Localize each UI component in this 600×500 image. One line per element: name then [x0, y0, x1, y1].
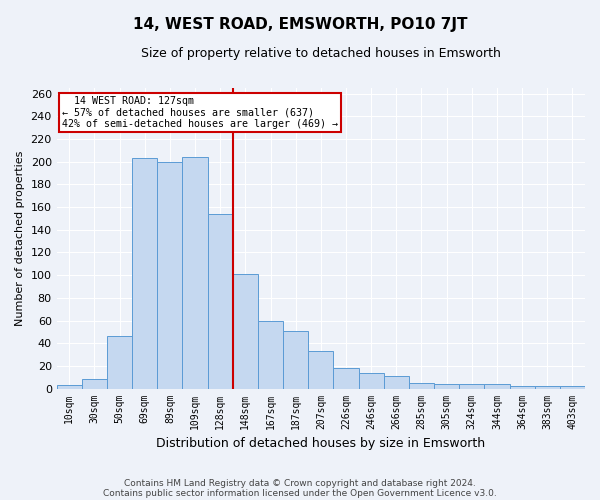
Bar	[107, 336, 132, 388]
Bar	[535, 386, 560, 388]
X-axis label: Distribution of detached houses by size in Emsworth: Distribution of detached houses by size …	[156, 437, 485, 450]
Text: Contains HM Land Registry data © Crown copyright and database right 2024.: Contains HM Land Registry data © Crown c…	[124, 478, 476, 488]
Bar	[308, 351, 334, 389]
Bar	[334, 368, 359, 388]
Bar	[233, 274, 258, 388]
Bar	[208, 214, 233, 388]
Bar	[384, 376, 409, 388]
Bar	[82, 380, 107, 388]
Bar	[258, 320, 283, 388]
Y-axis label: Number of detached properties: Number of detached properties	[15, 150, 25, 326]
Bar	[484, 384, 509, 388]
Bar	[359, 372, 384, 388]
Bar	[157, 162, 182, 388]
Bar	[409, 383, 434, 388]
Bar	[182, 157, 208, 388]
Title: Size of property relative to detached houses in Emsworth: Size of property relative to detached ho…	[141, 48, 501, 60]
Bar	[459, 384, 484, 388]
Bar	[509, 386, 535, 388]
Bar	[132, 158, 157, 388]
Bar	[560, 386, 585, 388]
Text: 14, WEST ROAD, EMSWORTH, PO10 7JT: 14, WEST ROAD, EMSWORTH, PO10 7JT	[133, 18, 467, 32]
Text: 14 WEST ROAD: 127sqm  
← 57% of detached houses are smaller (637)
42% of semi-de: 14 WEST ROAD: 127sqm ← 57% of detached h…	[62, 96, 338, 129]
Text: Contains public sector information licensed under the Open Government Licence v3: Contains public sector information licen…	[103, 488, 497, 498]
Bar	[283, 330, 308, 388]
Bar	[56, 385, 82, 388]
Bar	[434, 384, 459, 388]
